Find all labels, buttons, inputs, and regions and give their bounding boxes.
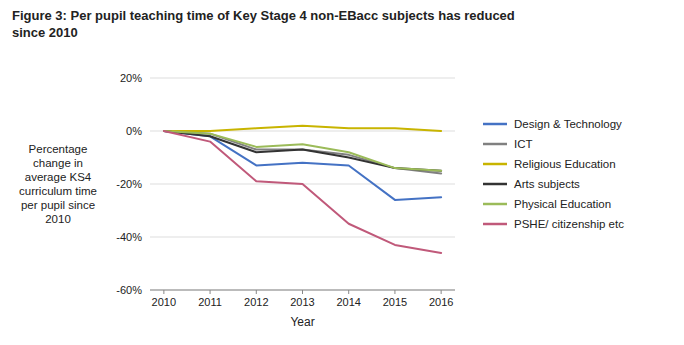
- series-line: [164, 131, 441, 253]
- x-tick-label: 2010: [152, 296, 176, 308]
- x-tick-label: 2011: [198, 296, 222, 308]
- title: Figure 3: Per pupil teaching time of Key…: [12, 8, 515, 23]
- y-axis-label: Percentage: [29, 143, 88, 155]
- y-tick-label: -20%: [116, 178, 142, 190]
- legend-label: Religious Education: [514, 158, 616, 170]
- x-tick: [210, 290, 211, 294]
- y-axis-label: change in: [33, 157, 83, 169]
- legend-label: Arts subjects: [514, 178, 580, 190]
- series-line: [164, 131, 441, 173]
- x-tick-label: 2016: [429, 296, 453, 308]
- legend-swatch: [483, 183, 507, 186]
- series-line: [164, 131, 441, 171]
- x-tick: [302, 290, 303, 294]
- x-tick-label: 2012: [244, 296, 268, 308]
- grid-line: [150, 78, 455, 79]
- legend-label: Physical Education: [514, 198, 611, 210]
- x-tick: [256, 290, 257, 294]
- y-axis-label: 2010: [45, 213, 71, 225]
- y-axis-label: per pupil since: [21, 199, 95, 211]
- series-line: [164, 131, 441, 171]
- y-tick-label: 20%: [120, 72, 142, 84]
- y-tick-label: 0%: [126, 125, 142, 137]
- legend-swatch: [483, 203, 507, 206]
- y-tick-label: -60%: [116, 284, 142, 296]
- y-axis-label: curriculum time: [19, 185, 97, 197]
- grid: [150, 78, 455, 290]
- title: since 2010: [12, 25, 78, 40]
- grid-line: [150, 237, 455, 238]
- lines: [164, 126, 441, 253]
- legend-swatch: [483, 123, 507, 126]
- legend: Design & Technology ICT Religious Educatio…: [483, 118, 624, 230]
- legend-label: PSHE/ citizenship etc: [514, 218, 624, 230]
- chart: Figure 3: Per pupil teaching time of Key…: [0, 0, 684, 345]
- legend-label: Design & Technology: [514, 118, 622, 130]
- legend-swatch: [483, 223, 507, 226]
- legend-swatch: [483, 163, 507, 166]
- x-tick: [348, 290, 349, 294]
- x-tick-label: 2014: [336, 296, 360, 308]
- y-tick-label: -40%: [116, 231, 142, 243]
- x-tick: [441, 290, 442, 294]
- y-axis-label: average KS4: [25, 171, 92, 183]
- x-tick: [163, 290, 164, 294]
- x-tick: [394, 290, 395, 294]
- x-axis-label: Year: [290, 315, 314, 329]
- series-line: [164, 126, 441, 131]
- legend-label: ICT: [514, 138, 533, 150]
- legend-swatch: [483, 143, 507, 146]
- x-tick-label: 2013: [290, 296, 314, 308]
- x-tick-label: 2015: [383, 296, 407, 308]
